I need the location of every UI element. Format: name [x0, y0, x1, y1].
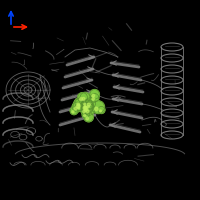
Circle shape — [84, 108, 87, 111]
Circle shape — [84, 106, 86, 108]
Circle shape — [84, 106, 87, 110]
Circle shape — [78, 107, 80, 109]
Circle shape — [84, 112, 93, 122]
Circle shape — [82, 100, 89, 107]
Circle shape — [92, 94, 95, 97]
Circle shape — [81, 106, 90, 115]
Circle shape — [99, 110, 101, 112]
Circle shape — [82, 111, 89, 118]
Circle shape — [84, 115, 86, 117]
Circle shape — [95, 107, 98, 111]
Circle shape — [75, 99, 84, 108]
Circle shape — [86, 110, 89, 113]
Circle shape — [90, 93, 99, 102]
Circle shape — [92, 98, 95, 100]
Circle shape — [72, 102, 82, 112]
Circle shape — [83, 102, 90, 110]
Circle shape — [87, 103, 90, 106]
Circle shape — [84, 103, 86, 105]
Circle shape — [76, 103, 83, 110]
Circle shape — [86, 117, 89, 120]
Circle shape — [81, 100, 94, 113]
Circle shape — [82, 102, 93, 114]
Circle shape — [74, 98, 87, 111]
Circle shape — [83, 104, 95, 115]
Circle shape — [86, 102, 93, 110]
Circle shape — [90, 90, 99, 99]
Circle shape — [77, 103, 80, 106]
Circle shape — [85, 98, 96, 108]
Circle shape — [78, 93, 87, 102]
Circle shape — [80, 92, 90, 102]
Circle shape — [82, 97, 85, 100]
Circle shape — [80, 100, 93, 112]
Circle shape — [70, 107, 78, 115]
Circle shape — [83, 106, 87, 110]
Circle shape — [87, 106, 89, 108]
Circle shape — [72, 111, 74, 113]
Circle shape — [83, 110, 85, 113]
Circle shape — [80, 98, 83, 100]
Circle shape — [92, 101, 104, 114]
Circle shape — [74, 107, 77, 110]
Circle shape — [98, 106, 105, 113]
Circle shape — [76, 104, 80, 108]
